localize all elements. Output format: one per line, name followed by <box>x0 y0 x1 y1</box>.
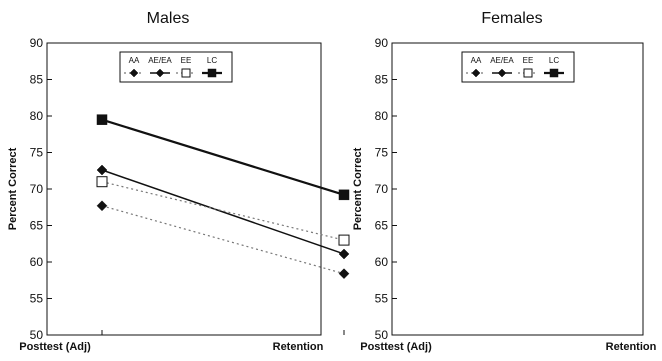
y-tick-label: 50 <box>375 328 389 342</box>
data-point <box>96 164 108 176</box>
series-aa <box>96 200 350 280</box>
data-point <box>338 234 350 246</box>
plot-frame <box>391 42 644 336</box>
y-axis-label: Percent Correct <box>352 147 364 230</box>
series-ee <box>96 176 350 246</box>
y-tick-label: 55 <box>375 292 389 306</box>
chart-title: Males <box>147 10 190 27</box>
legend-label: LC <box>549 56 559 65</box>
series-line <box>101 118 345 196</box>
y-tick-label: 60 <box>30 255 44 269</box>
legend-marker <box>523 68 533 78</box>
series-lc <box>96 114 350 201</box>
legend-label: EE <box>523 56 534 65</box>
data-point <box>96 176 108 188</box>
y-tick-label: 55 <box>30 292 44 306</box>
legend-marker <box>207 68 217 78</box>
legend-marker <box>549 68 559 78</box>
legend-label: AE/EA <box>148 56 172 65</box>
legend: AA AE/EA EE LC <box>461 51 575 83</box>
y-tick-label: 85 <box>375 73 389 87</box>
y-tick-label: 90 <box>375 36 389 50</box>
x-tick-label: Posttest (Adj) <box>19 341 91 353</box>
chart-panel-females: Females 50 55 60 65 70 75 80 85 90 Percent Correct… <box>352 10 657 353</box>
legend-label: AA <box>471 56 482 65</box>
y-tick-label: 70 <box>30 182 44 196</box>
legend-marker <box>471 68 481 78</box>
data-point <box>96 200 108 212</box>
y-axis-label: Percent Correct <box>7 147 19 230</box>
series-line <box>101 169 345 255</box>
legend-label: EE <box>181 56 192 65</box>
series-ae-ea <box>96 164 350 260</box>
legend: AA AE/EA EE LC <box>119 51 233 83</box>
y-tick-label: 60 <box>375 255 389 269</box>
y-tick-label: 85 <box>30 73 44 87</box>
data-point <box>338 248 350 260</box>
y-tick-label: 50 <box>30 328 44 342</box>
x-tick-label: Retention <box>273 341 324 353</box>
series-line <box>101 205 345 275</box>
legend-marker <box>497 68 507 78</box>
x-tick-label: Retention <box>606 341 657 353</box>
y-tick-label: 70 <box>375 182 389 196</box>
data-point <box>338 189 350 201</box>
y-tick-label: 65 <box>375 219 389 233</box>
data-point <box>338 268 350 280</box>
data-point <box>96 114 108 125</box>
plot-frame <box>46 42 322 336</box>
y-tick-label: 80 <box>30 109 44 123</box>
series-line <box>101 181 345 241</box>
legend-label: AA <box>129 56 140 65</box>
chart-title: Females <box>481 10 542 27</box>
legend-marker <box>181 68 191 78</box>
chart-panel-males: Males 50 55 60 65 70 75 80 85 90 Percent Correct Po… <box>7 10 350 353</box>
y-tick-label: 75 <box>375 146 389 160</box>
legend-marker <box>155 68 165 78</box>
y-tick-label: 90 <box>30 36 44 50</box>
y-tick-label: 65 <box>30 219 44 233</box>
x-tick-label: Posttest (Adj) <box>360 341 432 353</box>
y-tick-label: 75 <box>30 146 44 160</box>
legend-label: LC <box>207 56 217 65</box>
legend-label: AE/EA <box>490 56 514 65</box>
legend-marker <box>129 68 139 78</box>
y-tick-label: 80 <box>375 109 389 123</box>
